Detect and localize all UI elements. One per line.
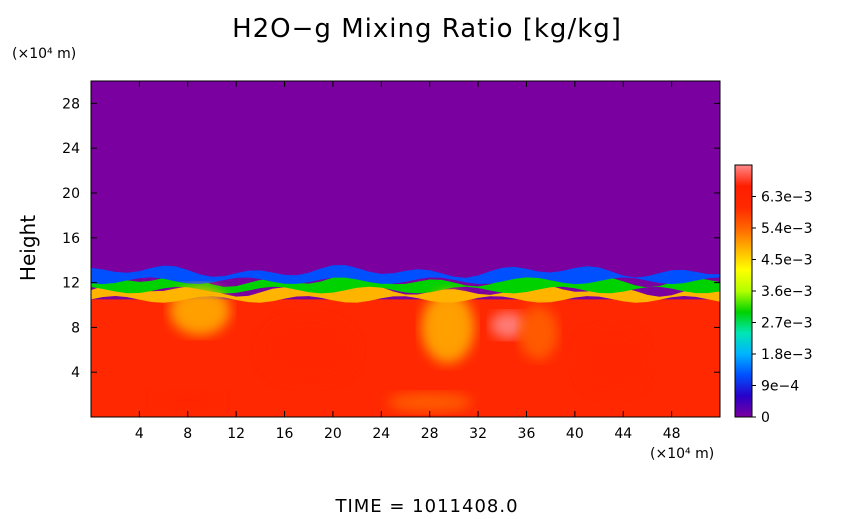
colorbar-label: 9e−4 (761, 379, 799, 395)
x-tick-label: 24 (372, 426, 390, 442)
time-label: TIME = 1011408.0 (335, 496, 519, 517)
field-feature (260, 316, 358, 384)
colorbar-label: 2.7e−3 (761, 316, 813, 332)
x-tick-label: 28 (421, 426, 439, 442)
y-tick-label: 12 (62, 276, 80, 292)
y-tick-label: 16 (62, 231, 80, 247)
x-axis-unit: (×10⁴ m) (650, 446, 715, 462)
y-axis-unit: (×10⁴ m) (12, 46, 77, 62)
y-tick-label: 8 (71, 320, 80, 336)
transition-band (91, 283, 720, 303)
chart-title: H2O−g Mixing Ratio [kg/kg] (232, 14, 622, 44)
x-tick-label: 8 (183, 426, 192, 442)
x-tick-label: 48 (663, 426, 681, 442)
field-feature (169, 285, 231, 336)
colorbar-label: 5.4e−3 (761, 221, 813, 237)
x-tick-label: 44 (614, 426, 632, 442)
x-tick-label: 4 (135, 426, 144, 442)
colorbar-label: 1.8e−3 (761, 347, 813, 363)
y-tick-label: 4 (71, 365, 80, 381)
transition-band (91, 265, 720, 285)
y-tick-label: 28 (62, 96, 80, 112)
plot-area (91, 81, 720, 417)
field-feature (574, 327, 648, 395)
colorbar-label: 6.3e−3 (761, 190, 813, 206)
field-feature (490, 311, 527, 339)
x-tick-label: 40 (566, 426, 584, 442)
x-tick-label: 36 (518, 426, 536, 442)
colorbar-label: 0 (761, 410, 770, 426)
plot-frame (90, 80, 721, 418)
x-tick-label: 20 (324, 426, 342, 442)
y-tick-label: 24 (62, 141, 80, 157)
colorbar-label: 3.6e−3 (761, 284, 813, 300)
x-tick-label: 32 (469, 426, 487, 442)
field-feature (387, 392, 473, 413)
transition-band (91, 274, 720, 294)
field-feature (151, 391, 225, 410)
field-feature (421, 291, 475, 364)
colorbar: 6.3e−3 5.4e−3 4.5e−3 3.6e−3 2.7e−3 1.8e−3 9e−4… (734, 164, 813, 426)
y-tick-label: 20 (62, 186, 80, 202)
colorbar-gradient (734, 164, 753, 418)
field-feature (519, 306, 558, 360)
x-tick-label: 12 (227, 426, 245, 442)
x-tick-label: 16 (276, 426, 294, 442)
colorbar-label: 4.5e−3 (761, 253, 813, 269)
